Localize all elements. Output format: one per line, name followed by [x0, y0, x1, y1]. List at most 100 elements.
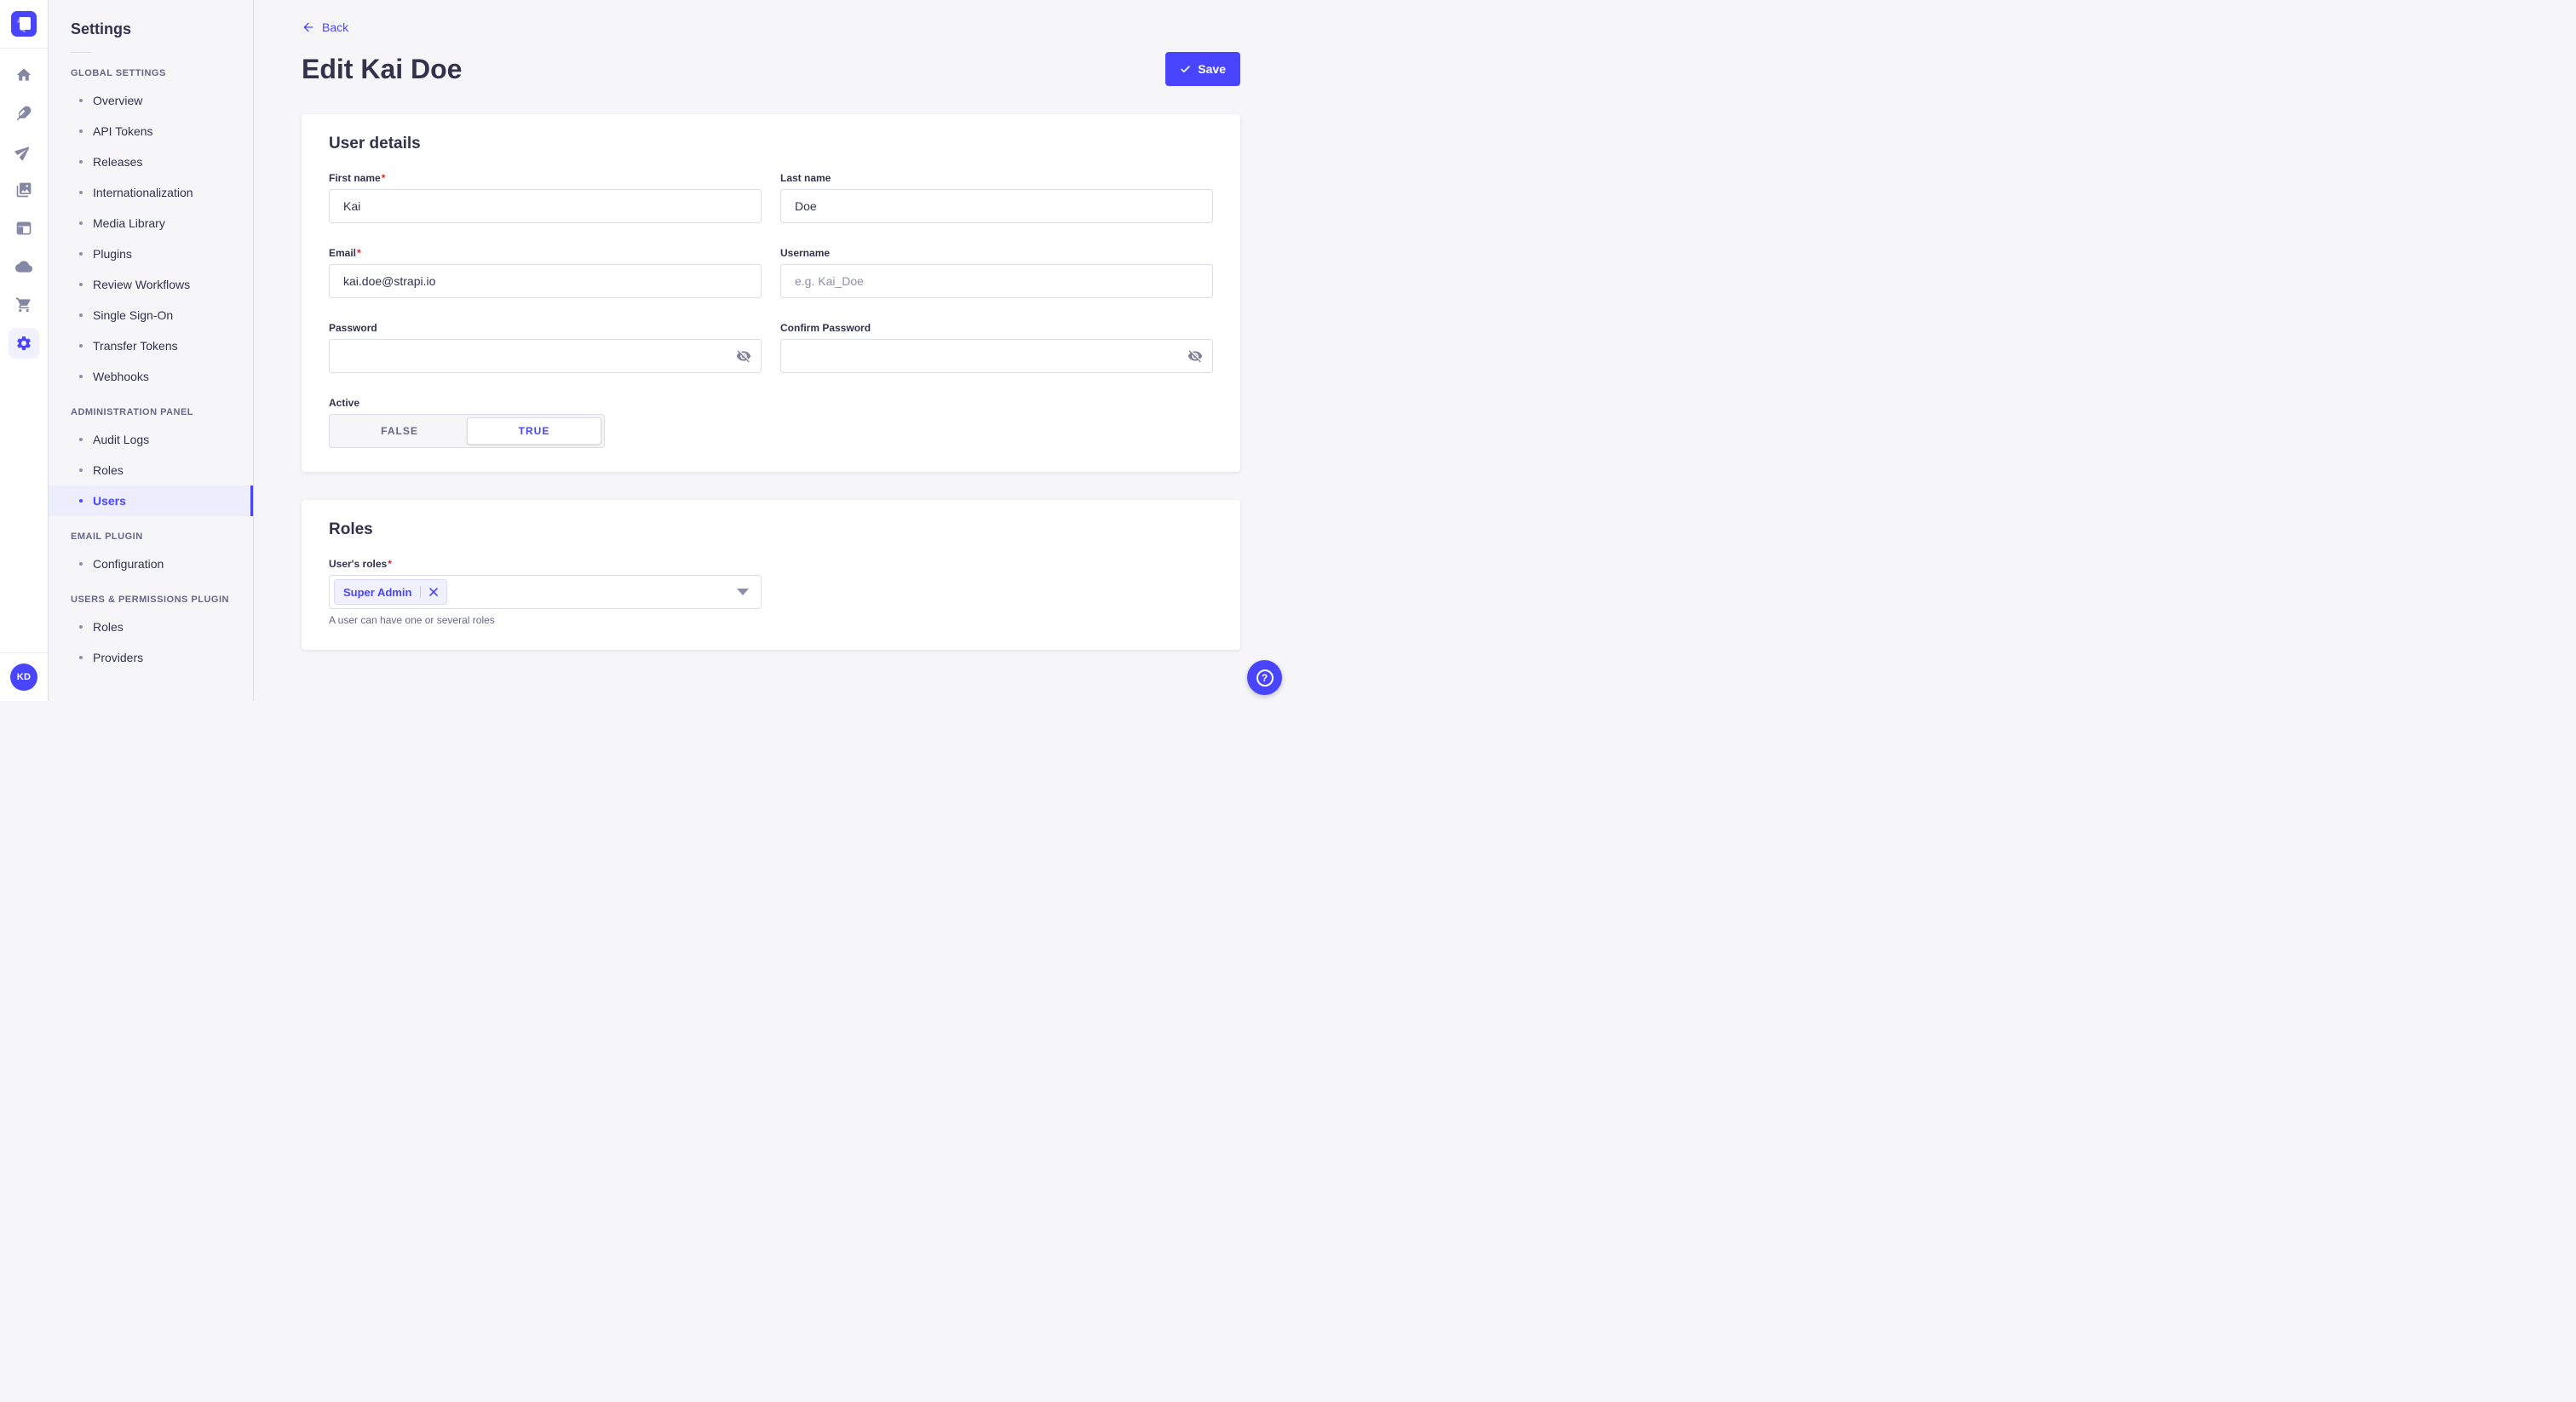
tag-divider	[420, 586, 422, 598]
required-asterisk: *	[381, 172, 386, 184]
first-name-label: First name*	[329, 172, 386, 184]
password-group: Password	[329, 322, 762, 373]
required-asterisk: *	[388, 558, 392, 570]
cloud-icon[interactable]	[9, 251, 39, 282]
email-field[interactable]	[329, 264, 762, 298]
bullet-icon	[79, 221, 83, 225]
rail-nav	[0, 49, 48, 652]
strapi-logo[interactable]	[11, 11, 37, 37]
roles-heading: Roles	[329, 520, 373, 538]
back-link[interactable]: Back	[302, 20, 348, 34]
section-header: EMAIL PLUGIN	[71, 531, 143, 542]
user-avatar[interactable]: KD	[10, 664, 37, 691]
sidebar-item-users[interactable]: Users	[49, 486, 253, 516]
bullet-icon	[79, 191, 83, 194]
password-label: Password	[329, 322, 377, 334]
first-name-field[interactable]	[329, 189, 762, 223]
sidebar-item-label: Users	[93, 494, 126, 508]
remove-role-button[interactable]	[429, 588, 439, 596]
sidebar-item-label: Overview	[93, 94, 143, 107]
required-asterisk: *	[357, 247, 361, 259]
sidebar-item-single-sign-on[interactable]: Single Sign-On	[49, 300, 253, 330]
confirm-password-field[interactable]	[780, 339, 1213, 373]
toggle-true-option[interactable]: TRUE	[467, 417, 601, 445]
toggle-password-visibility-button[interactable]	[736, 348, 751, 364]
sidebar-item-overview[interactable]: Overview	[49, 85, 253, 116]
check-icon	[1181, 65, 1190, 72]
layout-icon[interactable]	[9, 213, 39, 244]
username-field[interactable]	[780, 264, 1213, 298]
sidebar-item-label: Roles	[93, 620, 124, 634]
sidebar-item-review-workflows[interactable]: Review Workflows	[49, 269, 253, 300]
bullet-icon	[79, 375, 83, 378]
user-details-card: User details First name* Last name Email…	[302, 114, 1240, 472]
bullet-icon	[79, 313, 83, 317]
role-tag: Super Admin	[334, 579, 448, 605]
sidebar-item-label: Plugins	[93, 247, 132, 261]
bullet-icon	[79, 468, 83, 472]
page-title: Edit Kai Doe	[302, 53, 463, 84]
logo-section	[0, 0, 48, 49]
sidebar-item-audit-logs[interactable]: Audit Logs	[49, 424, 253, 455]
sidebar-item-internationalization[interactable]: Internationalization	[49, 177, 253, 208]
username-group: Username	[780, 247, 1213, 298]
bullet-icon	[79, 438, 83, 441]
password-field[interactable]	[329, 339, 762, 373]
sidebar-item-admin-roles[interactable]: Roles	[49, 455, 253, 486]
eye-slash-icon	[736, 350, 751, 363]
sidebar-item-configuration[interactable]: Configuration	[49, 549, 253, 579]
home-icon[interactable]	[9, 60, 39, 90]
confirm-password-group: Confirm Password	[780, 322, 1213, 373]
chevron-down-icon[interactable]	[737, 589, 749, 595]
username-label: Username	[780, 247, 831, 259]
sidebar-item-label: Webhooks	[93, 370, 149, 383]
icon-rail: KD	[0, 0, 49, 701]
user-roles-combobox[interactable]: Super Admin	[329, 575, 762, 609]
sidebar-item-media-library[interactable]: Media Library	[49, 208, 253, 238]
sidebar-item-label: Media Library	[93, 216, 165, 230]
help-button[interactable]: ?	[1247, 660, 1282, 695]
section-administration-panel: ADMINISTRATION PANEL Audit Logs Roles Us…	[49, 407, 253, 516]
sidebar-item-api-tokens[interactable]: API Tokens	[49, 116, 253, 147]
active-toggle: FALSE TRUE	[329, 414, 605, 448]
main-content: Back Edit Kai Doe Save User details Firs…	[254, 0, 1288, 701]
roles-form-spacer	[780, 558, 1213, 626]
sidebar-item-label: Internationalization	[93, 186, 193, 199]
sidebar-item-transfer-tokens[interactable]: Transfer Tokens	[49, 330, 253, 361]
roles-form: User's roles* Super Admin A user can hav…	[329, 558, 1213, 626]
bullet-icon	[79, 499, 83, 503]
user-roles-label: User's roles*	[329, 558, 392, 570]
sidebar-item-webhooks[interactable]: Webhooks	[49, 361, 253, 392]
gear-icon[interactable]	[9, 328, 39, 359]
email-label: Email*	[329, 247, 361, 259]
user-roles-group: User's roles* Super Admin A user can hav…	[329, 558, 762, 626]
subnav-divider	[71, 52, 91, 53]
sidebar-item-label: API Tokens	[93, 124, 153, 138]
title-row: Edit Kai Doe Save	[302, 52, 1240, 86]
sidebar-item-plugins[interactable]: Plugins	[49, 238, 253, 269]
sidebar-item-label: Roles	[93, 463, 124, 477]
confirm-password-label: Confirm Password	[780, 322, 871, 334]
toggle-confirm-password-visibility-button[interactable]	[1187, 348, 1203, 364]
back-label: Back	[322, 20, 349, 34]
last-name-field[interactable]	[780, 189, 1213, 223]
bullet-icon	[79, 160, 83, 164]
toggle-false-option[interactable]: FALSE	[381, 425, 418, 437]
bullet-icon	[79, 562, 83, 566]
confirm-password-input-wrap	[780, 339, 1213, 373]
role-tag-label: Super Admin	[343, 585, 412, 599]
save-button[interactable]: Save	[1165, 52, 1240, 86]
user-details-form: First name* Last name Email* Username Pa…	[329, 172, 1213, 373]
bullet-icon	[79, 283, 83, 286]
images-icon[interactable]	[9, 175, 39, 205]
sidebar-item-label: Audit Logs	[93, 433, 150, 446]
sidebar-item-up-roles[interactable]: Roles	[49, 612, 253, 642]
sidebar-item-releases[interactable]: Releases	[49, 147, 253, 177]
feather-icon[interactable]	[9, 98, 39, 129]
sidebar-item-label: Transfer Tokens	[93, 339, 178, 353]
send-icon[interactable]	[9, 136, 39, 167]
cart-icon[interactable]	[9, 290, 39, 320]
sidebar-item-providers[interactable]: Providers	[49, 642, 253, 673]
section-header: ADMINISTRATION PANEL	[71, 407, 194, 417]
roles-card: Roles User's roles* Super Admin A user c…	[302, 500, 1240, 650]
